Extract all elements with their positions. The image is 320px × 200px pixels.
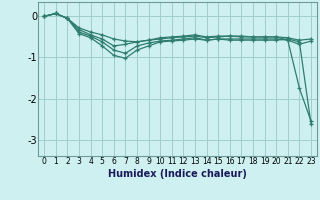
X-axis label: Humidex (Indice chaleur): Humidex (Indice chaleur): [108, 169, 247, 179]
